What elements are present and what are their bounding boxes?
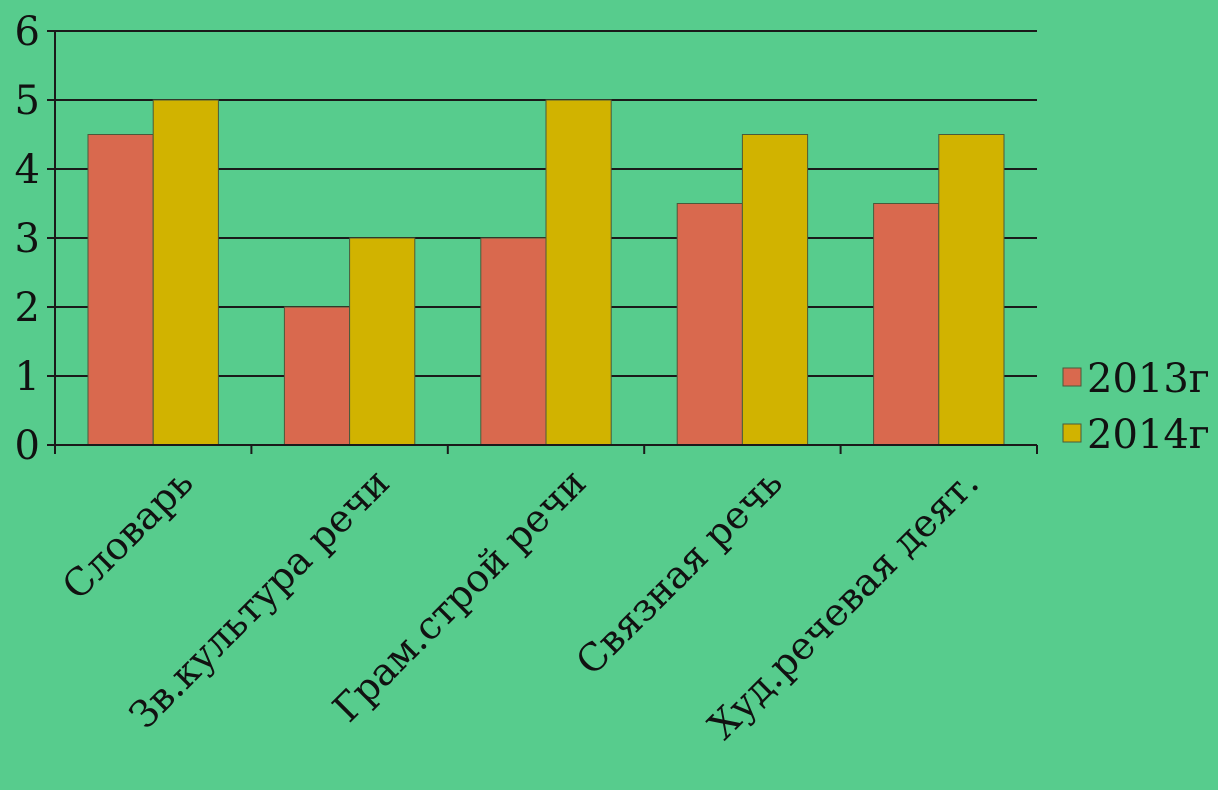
bar-2013г-3 xyxy=(676,203,743,446)
bar-2013г-4 xyxy=(873,203,940,446)
legend: 2013г 2014г xyxy=(1062,356,1210,458)
y-tick-labels: 0 1 2 3 4 5 6 xyxy=(15,9,40,469)
bar-2013г-1 xyxy=(283,306,351,446)
y-tick-label: 1 xyxy=(15,354,40,400)
y-tick-label: 0 xyxy=(15,423,40,469)
bar-2013г-2 xyxy=(480,237,547,446)
bars xyxy=(87,99,1005,446)
axes xyxy=(47,30,1038,454)
legend-label: 2013г xyxy=(1087,356,1210,402)
legend-swatch xyxy=(1062,423,1082,443)
y-tick-label: 3 xyxy=(15,216,40,262)
bar-2014г-3 xyxy=(741,134,809,446)
bar-2014г-2 xyxy=(545,99,612,446)
x-tick-label: Связная речь xyxy=(567,460,790,683)
bar-2014г-4 xyxy=(938,134,1005,446)
legend-swatch xyxy=(1062,367,1082,387)
y-tick-label: 4 xyxy=(15,147,40,193)
legend-label: 2014г xyxy=(1087,412,1210,458)
bar-2014г-0 xyxy=(152,99,219,446)
bar-2013г-0 xyxy=(87,134,154,446)
y-tick-label: 6 xyxy=(15,9,40,55)
y-tick-label: 5 xyxy=(15,78,40,124)
y-tick-label: 2 xyxy=(15,285,40,331)
x-tick-label: Словарь xyxy=(54,460,202,608)
bar-2014г-1 xyxy=(349,237,416,446)
